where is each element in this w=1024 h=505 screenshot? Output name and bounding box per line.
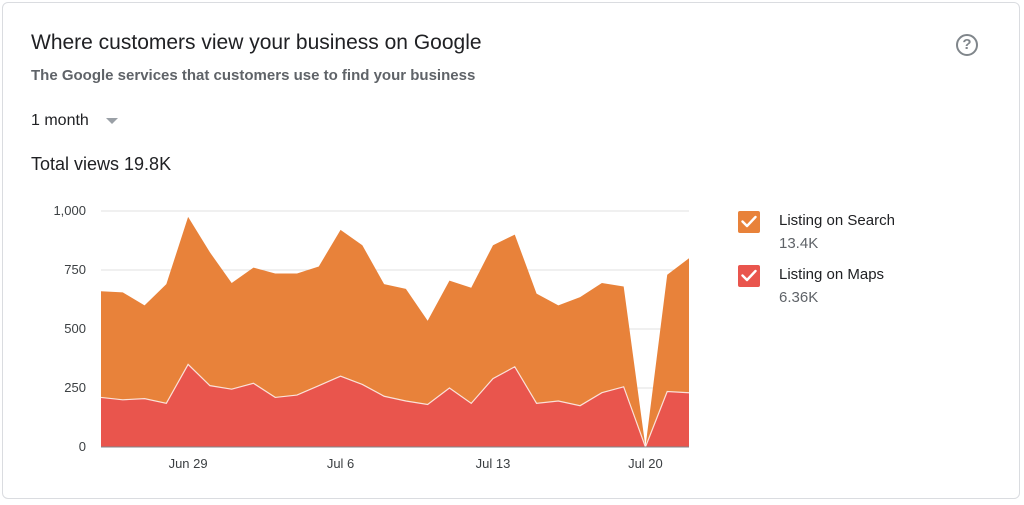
total-views-label: Total views xyxy=(31,154,120,174)
y-tick-label: 750 xyxy=(64,262,86,277)
y-tick-label: 250 xyxy=(64,380,86,395)
period-selected: 1 month xyxy=(31,112,89,129)
total-views-value: 19.8K xyxy=(124,154,172,174)
y-tick-label: 1,000 xyxy=(53,203,86,218)
chart-legend: Listing on Search 13.4K Listing on Maps … xyxy=(738,208,958,316)
period-dropdown[interactable]: 1 month xyxy=(31,110,118,132)
x-tick-label: Jul 20 xyxy=(628,456,663,471)
search-checkbox[interactable] xyxy=(738,211,760,233)
check-icon xyxy=(741,269,757,282)
legend-name-maps: Listing on Maps xyxy=(779,266,885,283)
caret-down-icon xyxy=(105,118,118,124)
y-tick-label: 0 xyxy=(79,439,86,454)
x-tick-label: Jul 6 xyxy=(327,456,354,471)
legend-value-search: 13.4K xyxy=(779,235,819,252)
check-icon xyxy=(741,215,757,228)
card-subtitle: The Google services that customers use t… xyxy=(31,67,476,84)
x-tick-label: Jul 13 xyxy=(476,456,511,471)
legend-value-maps: 6.36K xyxy=(779,289,819,306)
legend-item-maps[interactable]: Listing on Maps 6.36K xyxy=(738,262,958,316)
series-separator xyxy=(100,363,690,449)
maps-checkbox[interactable] xyxy=(738,265,760,287)
x-tick-label: Jun 29 xyxy=(169,456,208,471)
legend-item-search[interactable]: Listing on Search 13.4K xyxy=(738,208,958,262)
y-tick-label: 500 xyxy=(64,321,86,336)
card-title: Where customers view your business on Go… xyxy=(31,31,482,54)
total-views: Total views 19.8K xyxy=(31,154,176,175)
help-circle-icon[interactable]: ? xyxy=(956,34,978,56)
legend-name-search: Listing on Search xyxy=(779,212,895,229)
